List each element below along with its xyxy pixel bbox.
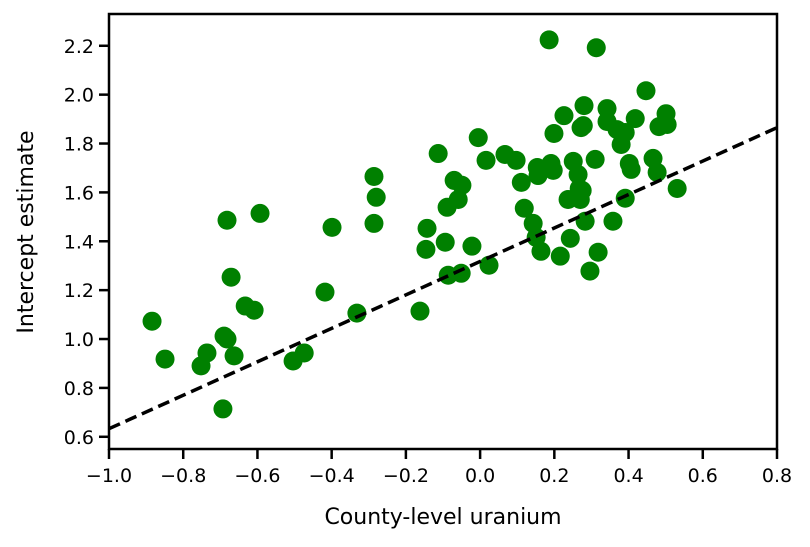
x-tick-label: −0.8 — [160, 465, 206, 487]
data-point — [366, 187, 386, 207]
y-tick-label: 1.2 — [64, 280, 94, 302]
y-tick-label: 1.0 — [64, 329, 94, 351]
x-tick-label: 0.4 — [613, 465, 643, 487]
data-point — [625, 109, 645, 129]
data-point — [573, 116, 593, 136]
data-point — [416, 239, 436, 259]
y-tick-label: 0.8 — [64, 378, 94, 400]
x-tick-label: −0.4 — [309, 465, 355, 487]
x-tick-label: 0.0 — [465, 465, 495, 487]
x-tick-label: 0.2 — [539, 465, 569, 487]
data-point — [560, 228, 580, 248]
data-point — [364, 167, 384, 187]
x-axis-ticks: −1.0 −0.8 −0.6 −0.4 −0.2 0.0 0.2 0.4 0.6 0.8 — [86, 449, 792, 487]
data-point — [322, 217, 342, 237]
data-point — [586, 38, 606, 58]
data-point — [410, 301, 430, 321]
data-point — [451, 263, 471, 283]
data-point — [667, 178, 687, 198]
fit-line-group — [108, 126, 778, 431]
data-point — [575, 211, 595, 231]
data-point — [554, 106, 574, 126]
data-point — [191, 356, 211, 376]
x-axis-label: County-level uranium — [324, 505, 561, 530]
data-point — [224, 346, 244, 366]
data-point — [647, 162, 667, 182]
data-point — [217, 329, 237, 349]
data-point — [585, 149, 605, 169]
x-tick-label: −1.0 — [86, 465, 132, 487]
plot-frame — [107, 12, 779, 451]
data-point — [506, 150, 526, 170]
data-point — [217, 210, 237, 230]
data-point — [621, 159, 641, 179]
data-point — [452, 175, 472, 195]
y-tick-label: 1.8 — [64, 134, 94, 156]
y-tick-label: 2.0 — [64, 85, 94, 107]
y-tick-label: 0.6 — [64, 427, 94, 449]
data-point — [657, 114, 677, 134]
data-point — [221, 267, 241, 287]
data-point — [294, 343, 314, 363]
x-tick-label: −0.2 — [383, 465, 429, 487]
data-point — [155, 349, 175, 369]
x-tick-label: 0.6 — [688, 465, 718, 487]
data-point — [531, 241, 551, 261]
data-point — [511, 172, 531, 192]
data-point — [244, 300, 264, 320]
data-point — [250, 203, 270, 223]
y-axis-label: Intercept estimate — [14, 130, 39, 333]
y-tick-label: 1.4 — [64, 231, 94, 253]
y-tick-label: 2.2 — [64, 36, 94, 58]
y-tick-label: 1.6 — [64, 182, 94, 204]
data-point — [588, 242, 608, 262]
data-point — [347, 303, 367, 323]
data-point — [615, 188, 635, 208]
data-point — [636, 81, 656, 101]
data-point — [417, 218, 437, 238]
data-point — [435, 232, 455, 252]
data-point — [364, 213, 384, 233]
data-points — [142, 30, 687, 419]
x-tick-label: −0.6 — [234, 465, 280, 487]
data-point — [476, 150, 496, 170]
data-point — [468, 128, 488, 148]
data-point — [479, 255, 499, 275]
data-point — [213, 399, 233, 419]
data-point — [574, 96, 594, 116]
data-point — [572, 180, 592, 200]
data-point — [543, 160, 563, 180]
data-point — [428, 144, 448, 164]
x-tick-label: 0.8 — [762, 465, 792, 487]
data-point — [539, 30, 559, 50]
fit-line — [108, 126, 778, 431]
data-point — [544, 124, 564, 144]
data-point — [568, 165, 588, 185]
data-point — [550, 246, 570, 266]
data-point — [580, 261, 600, 281]
data-point — [142, 311, 162, 331]
data-point — [528, 166, 548, 186]
data-point — [603, 211, 623, 231]
data-point — [462, 236, 482, 256]
data-point — [514, 198, 534, 218]
data-point — [315, 282, 335, 302]
y-axis-ticks: 0.6 0.8 1.0 1.2 1.4 1.6 1.8 2.0 2.2 — [64, 36, 109, 449]
data-point — [615, 123, 635, 143]
